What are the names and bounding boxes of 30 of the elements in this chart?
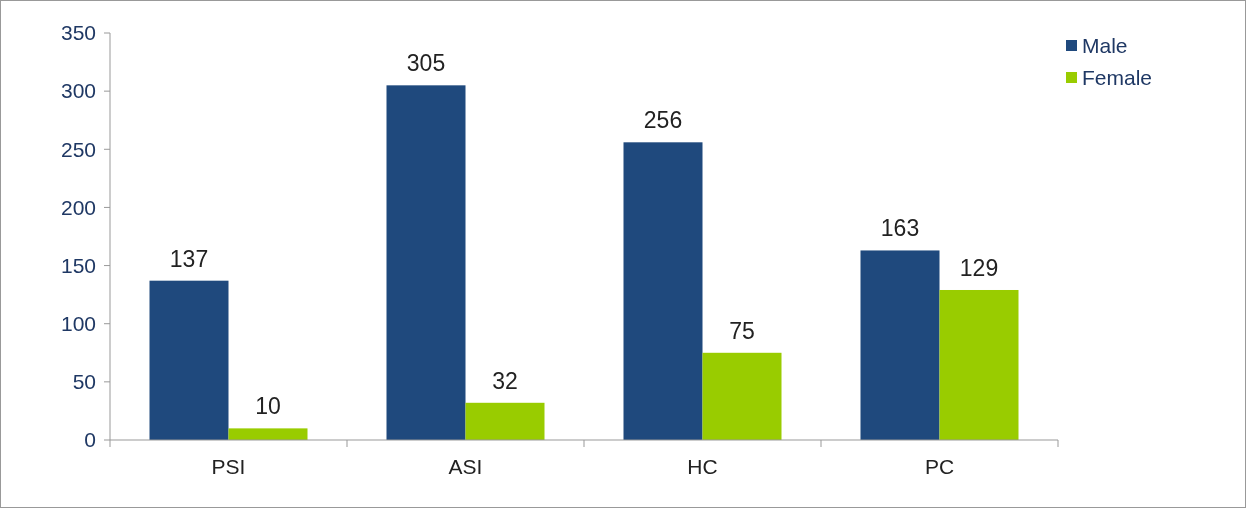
data-label: 163	[880, 215, 920, 242]
x-tick-label: PSI	[211, 455, 246, 478]
y-tick-label: 0	[84, 428, 96, 452]
y-tick-label: 350	[60, 21, 96, 45]
bar	[702, 352, 782, 440]
data-label: 129	[959, 254, 999, 281]
y-tick-label: 200	[60, 195, 96, 219]
y-tick-label: 150	[60, 253, 96, 277]
x-tick-label: PC	[924, 455, 955, 478]
bar	[465, 402, 545, 440]
data-label: 10	[255, 393, 281, 420]
legend-label: Male	[1082, 34, 1128, 58]
data-label: 137	[169, 245, 209, 272]
y-tick-label: 300	[60, 79, 96, 103]
x-tick-label: ASI	[448, 455, 483, 478]
bar	[939, 289, 1019, 440]
bar	[623, 142, 703, 440]
bar	[860, 250, 940, 440]
bar	[149, 280, 229, 440]
bar	[386, 85, 466, 440]
data-label: 32	[492, 367, 518, 394]
data-label: 256	[643, 107, 683, 134]
legend-label: Female	[1082, 66, 1153, 90]
data-label: 305	[406, 50, 446, 77]
y-tick-label: 50	[72, 370, 96, 394]
x-tick-label: HC	[687, 455, 718, 478]
y-tick-label: 250	[60, 137, 96, 161]
bar	[228, 428, 308, 440]
data-label: 75	[729, 317, 755, 344]
y-tick-label: 100	[60, 312, 96, 336]
